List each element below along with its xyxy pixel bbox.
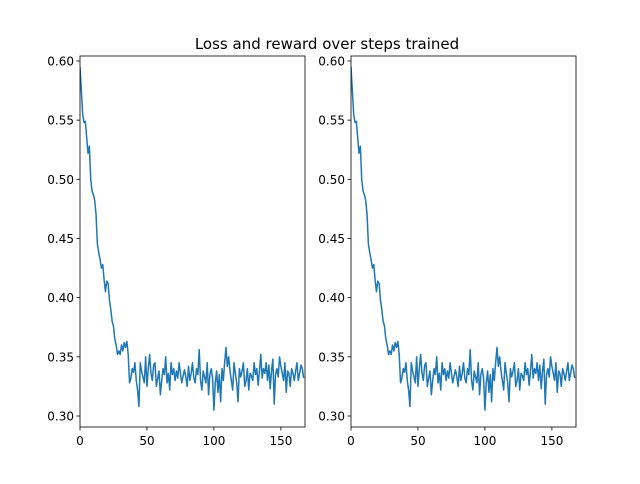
x-tick-label: 50: [139, 434, 154, 448]
y-tick-label: 0.50: [47, 173, 74, 187]
x-tick-label: 0: [76, 434, 84, 448]
x-tick-label: 100: [473, 434, 496, 448]
y-tick-label: 0.55: [318, 114, 345, 128]
y-tick-label: 0.30: [47, 409, 74, 423]
y-tick-label: 0.60: [47, 54, 74, 68]
y-tick-label: 0.40: [47, 291, 74, 305]
y-tick-label: 0.35: [318, 350, 345, 364]
chart-title: Loss and reward over steps trained: [195, 35, 459, 53]
y-tick-label: 0.35: [47, 350, 74, 364]
y-tick-label: 0.45: [47, 232, 74, 246]
axes-frame: [350, 55, 577, 428]
y-tick-label: 0.45: [318, 232, 345, 246]
y-tick-label: 0.40: [318, 291, 345, 305]
data-line: [351, 66, 576, 411]
y-tick-label: 0.30: [318, 409, 345, 423]
axes-frame: [79, 55, 306, 428]
x-tick-label: 150: [269, 434, 292, 448]
y-tick-label: 0.60: [318, 54, 345, 68]
y-tick-label: 0.50: [318, 173, 345, 187]
x-tick-label: 100: [202, 434, 225, 448]
x-tick-label: 150: [540, 434, 563, 448]
x-tick-label: 0: [347, 434, 355, 448]
x-tick-label: 50: [410, 434, 425, 448]
y-tick-label: 0.55: [47, 114, 74, 128]
data-line: [80, 66, 305, 411]
